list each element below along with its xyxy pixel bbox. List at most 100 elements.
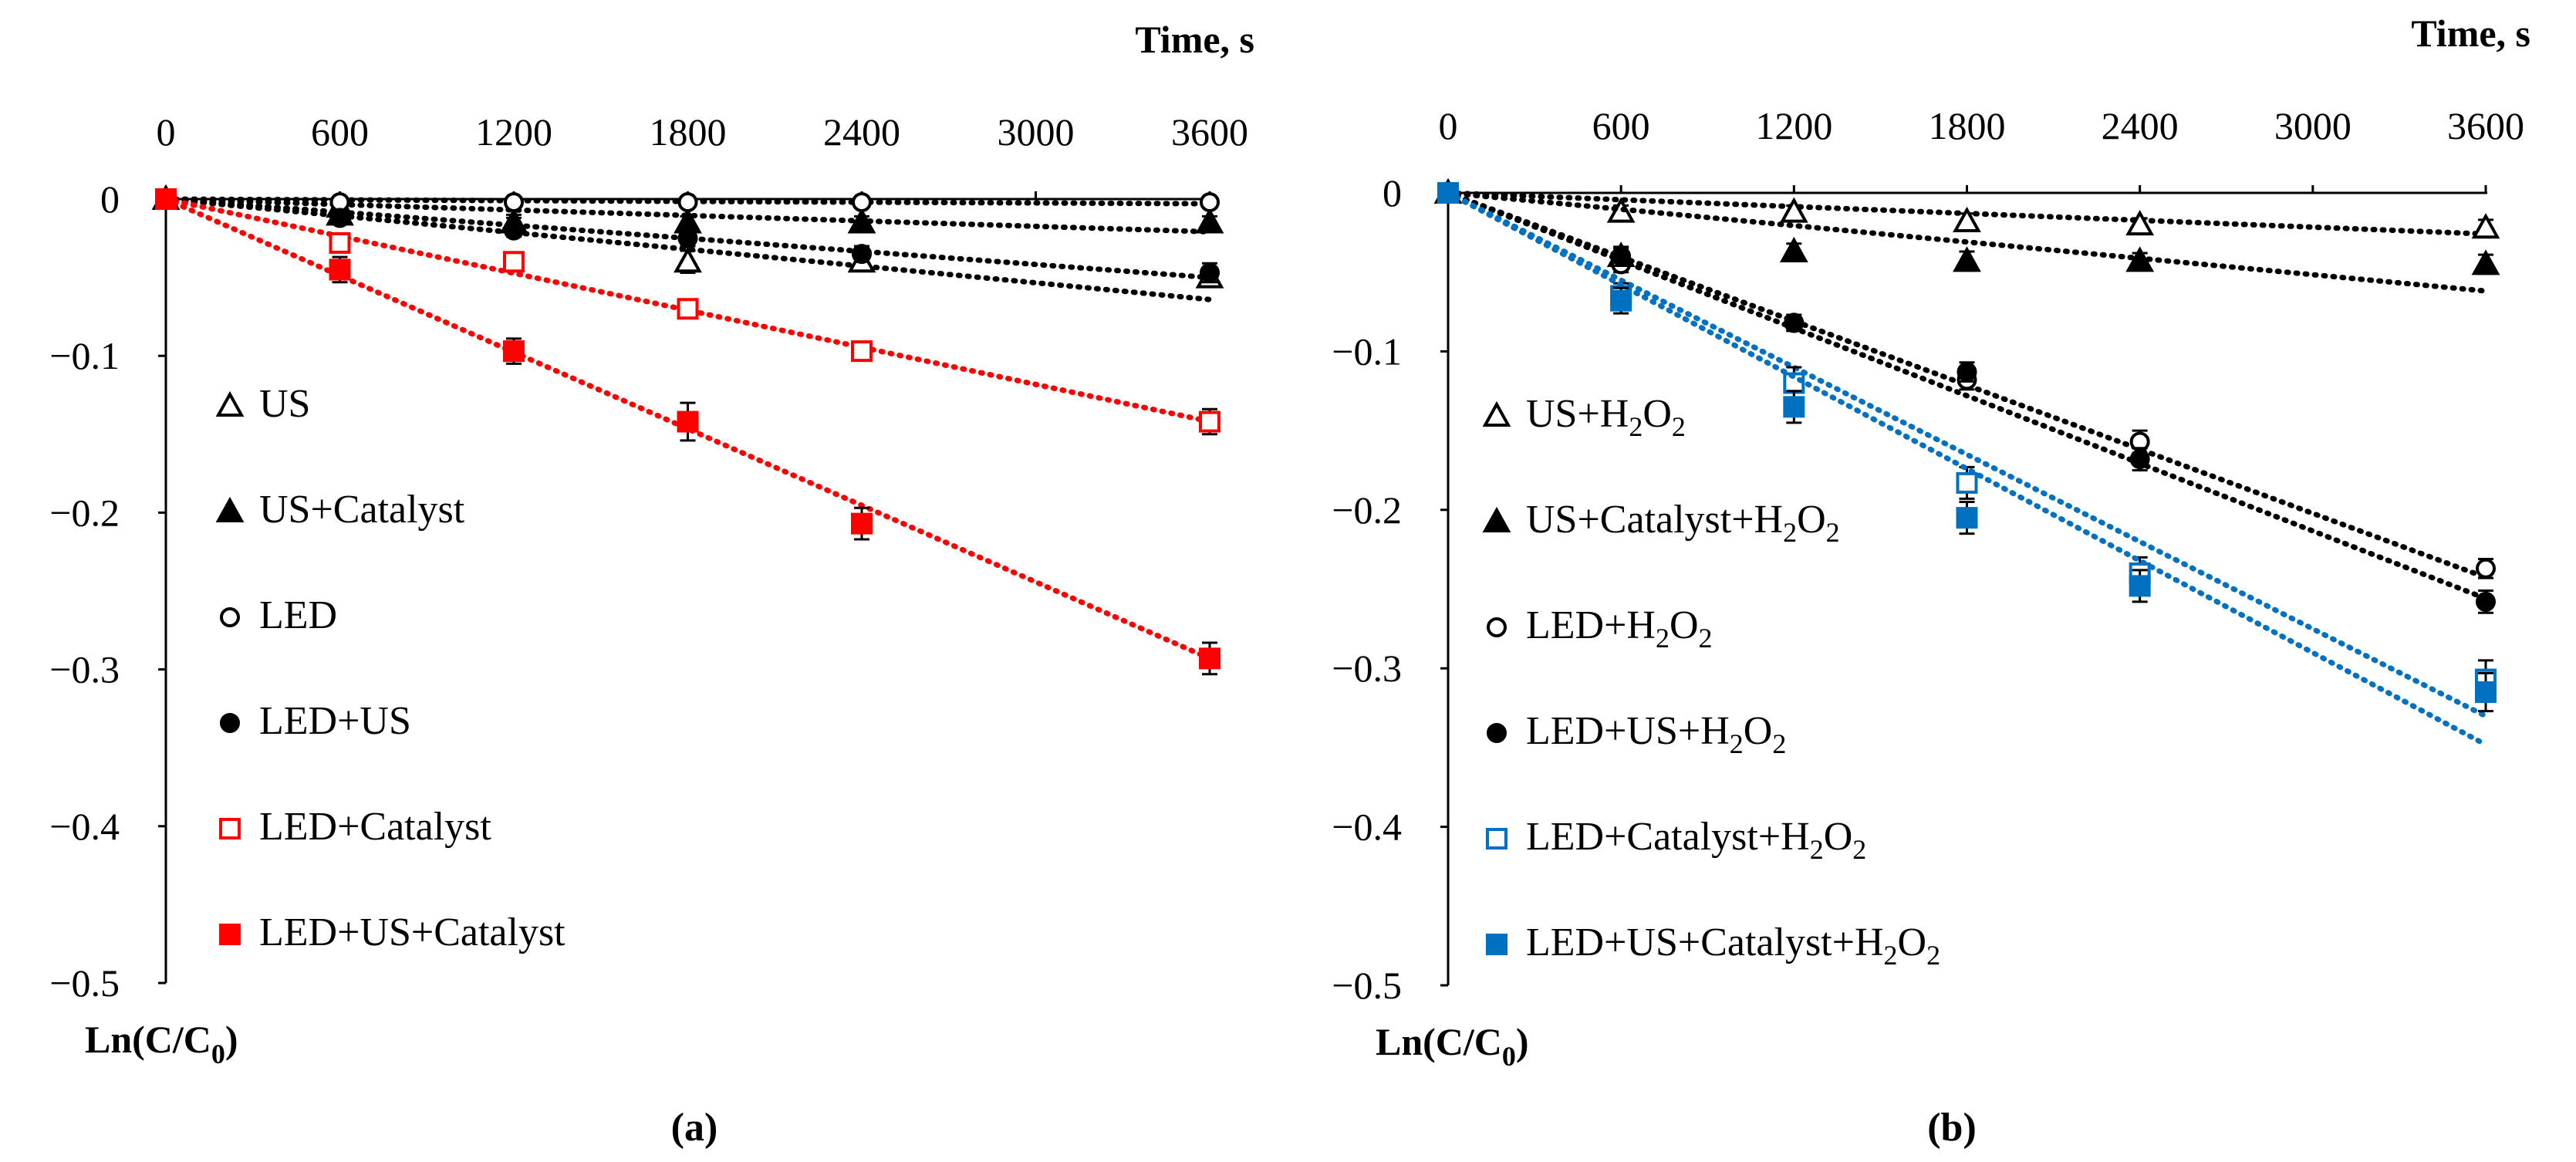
legend-marker <box>220 713 240 733</box>
data-point <box>847 208 876 234</box>
legend-label: LED+Catalyst+H2O2 <box>1526 815 1866 865</box>
data-point <box>851 340 873 363</box>
y-tick-label: −0.5 <box>49 961 120 1005</box>
legend-label-part: LED+H <box>1526 603 1656 647</box>
data-point <box>503 340 525 363</box>
x-tick-label: 600 <box>1592 104 1650 147</box>
legend-item: LED+H2O2 <box>1487 603 1713 654</box>
x-axis-title: Time, s <box>2411 12 2530 55</box>
data-point <box>677 410 699 433</box>
legend-label-part: 2 <box>1656 623 1670 654</box>
y-tick-label: 0 <box>1383 171 1402 214</box>
data-point <box>504 192 524 213</box>
data-point <box>1783 396 1805 418</box>
legend-label-part: 2 <box>1629 411 1642 442</box>
legend-marker <box>215 390 245 417</box>
data-point <box>1199 410 1220 433</box>
y-axis-title-main: Ln(C/C <box>1376 1020 1502 1063</box>
data-point <box>1956 362 1977 383</box>
legend-label-part: LED+Catalyst+H <box>1526 815 1810 859</box>
legend-label: LED+US+H2O2 <box>1526 709 1786 759</box>
x-tick-label: 3600 <box>1171 110 1248 154</box>
legend-label-part: O <box>1744 709 1773 753</box>
x-tick-label: 1800 <box>650 110 727 154</box>
data-point <box>503 251 525 273</box>
data-point <box>2471 249 2500 275</box>
legend-label-part: O <box>1797 498 1826 542</box>
legend-label-part: 2 <box>1810 834 1824 865</box>
legend-label-part: 2 <box>1772 728 1786 759</box>
data-point <box>155 188 177 210</box>
series-led-us-catalyst <box>155 188 1220 676</box>
y-axis-title-sub: 0 <box>1502 1041 1516 1072</box>
y-tick-label: −0.2 <box>49 491 120 534</box>
legend-item: US <box>215 382 310 426</box>
panel-label: (b) <box>1927 1106 1977 1150</box>
x-tick-label: 3000 <box>2274 104 2351 147</box>
legend-label: US+Catalyst+H2O2 <box>1526 498 1840 548</box>
panel-a: 0 600 1200 1800 2400 3000 3600 Time, s 0 −0.1 −0.2… <box>49 18 1254 1150</box>
panel-label: (a) <box>671 1106 718 1150</box>
y-axis-title-close: ) <box>225 1018 238 1061</box>
trendline <box>1445 190 2489 294</box>
x-tick-label: 1800 <box>1929 104 2006 147</box>
data-point <box>329 258 351 281</box>
legend-item: US+Catalyst+H2O2 <box>1482 498 1840 548</box>
data-point <box>1779 197 1808 223</box>
legend-label: LED+US <box>259 699 411 743</box>
x-tick-label: 0 <box>157 110 176 154</box>
legend-marker <box>1482 506 1511 532</box>
data-point <box>329 231 351 254</box>
data-point <box>2125 246 2155 272</box>
data-point <box>1953 206 1981 232</box>
data-point <box>852 244 872 265</box>
data-point <box>1953 246 1981 272</box>
legend-label-part: 2 <box>1699 623 1713 654</box>
y-tick-label: −0.2 <box>1332 488 1402 532</box>
legend-label-part: 2 <box>1926 940 1940 971</box>
legend-label-part: O <box>1898 920 1927 964</box>
x-tick-label: 1200 <box>1755 104 1832 147</box>
legend-marker <box>1486 828 1507 850</box>
legend-label-part: US+H <box>1526 392 1629 436</box>
data-point <box>2129 449 2150 470</box>
y-axis-title: Ln(C/C0) <box>1376 1020 1529 1072</box>
y-axis-title-close: ) <box>1516 1020 1529 1063</box>
data-point <box>1200 192 1220 213</box>
legend-marker <box>1486 934 1507 955</box>
legend-marker <box>1487 723 1507 743</box>
x-axis-title: Time, s <box>1135 18 1254 61</box>
legend-label-part: LED+Catalyst <box>259 805 491 849</box>
x-tick-label: 1200 <box>475 110 552 154</box>
legend-label-part: US+Catalyst+H <box>1526 498 1783 542</box>
data-point <box>2475 681 2497 704</box>
series-led <box>156 189 1220 213</box>
legend-label: LED+US+Catalyst <box>259 910 566 954</box>
y-axis-title: Ln(C/C0) <box>85 1018 238 1069</box>
legend-label-part: LED+US+Catalyst+H <box>1526 920 1884 964</box>
legend-marker <box>219 818 241 839</box>
legend-label-part: O <box>1670 603 1699 647</box>
x-tick-label: 0 <box>1439 104 1458 147</box>
data-point <box>2129 575 2151 597</box>
data-point <box>329 208 350 228</box>
legend-label-part: O <box>1824 815 1853 859</box>
legend-label-part: 2 <box>1852 834 1866 865</box>
legend-label-part: US+Catalyst <box>259 488 465 532</box>
y-tick-label: −0.5 <box>1332 964 1402 1007</box>
data-point <box>677 192 698 213</box>
legend-item: LED+US <box>220 699 411 743</box>
y-axis-title-main: Ln(C/C <box>85 1018 211 1061</box>
legend-item: LED+US+H2O2 <box>1487 709 1786 759</box>
data-point <box>2476 591 2496 612</box>
legend-label-part: LED+US <box>259 699 411 743</box>
legend-marker <box>220 607 240 627</box>
data-point <box>2476 558 2496 579</box>
legend-label-part: 2 <box>1730 728 1744 759</box>
legend-label: LED+H2O2 <box>1526 603 1713 654</box>
data-point <box>1195 208 1224 234</box>
legend-item: LED <box>220 593 337 637</box>
data-point <box>677 298 699 320</box>
x-tick-label: 3600 <box>2447 104 2524 147</box>
